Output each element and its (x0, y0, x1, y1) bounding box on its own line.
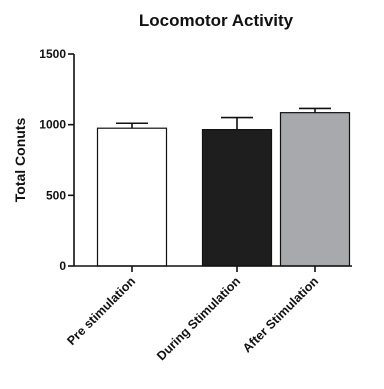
plot-area: 0 500 1000 1500 Pre stimulation During Stimul… (39, 47, 352, 363)
chart-title: Locomotor Activity (139, 11, 294, 30)
x-tick-label: Pre stimulation (64, 274, 138, 348)
x-tick-label: During Stimulation (154, 274, 243, 363)
bar (201, 129, 273, 267)
y-axis-label: Total Conuts (12, 118, 28, 203)
bar (279, 112, 351, 267)
x-tick-label: After Stimulation (240, 274, 321, 355)
y-tick-label: 0 (59, 259, 66, 273)
y-tick-label: 1000 (39, 118, 66, 132)
y-tick-label: 1500 (39, 47, 66, 61)
bar (96, 127, 168, 267)
y-tick-label: 500 (46, 188, 66, 202)
